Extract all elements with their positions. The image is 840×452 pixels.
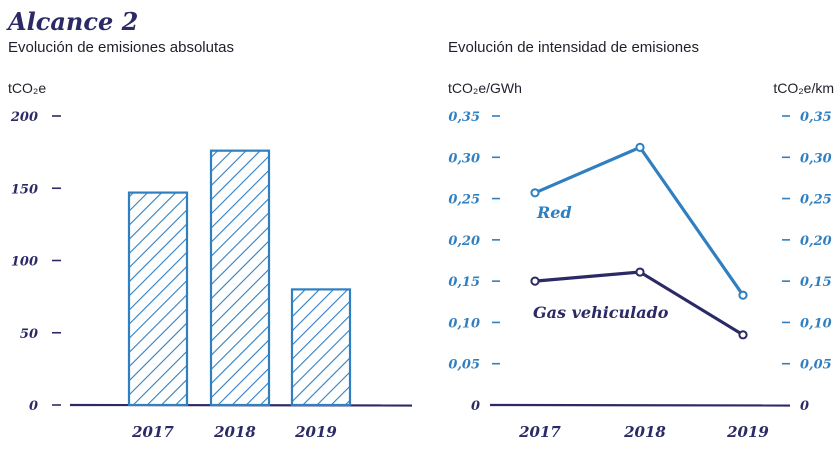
right-x-tick-label: 2017: [518, 423, 561, 441]
right-x-tick-label: 2018: [623, 423, 666, 441]
left-x-tick-label: 2017: [131, 423, 174, 441]
right-right-y-tick-label: 0,35: [800, 110, 832, 125]
left-y-tick-label: 200: [10, 110, 38, 125]
right-left-y-tick-label: 0,35: [448, 110, 480, 125]
right-right-y-tick-label: 0,10: [800, 316, 832, 331]
left-x-tick-label: 2018: [213, 423, 256, 441]
left-y-tick-label: 50: [20, 327, 38, 342]
right-right-y-tick-label: 0,30: [800, 151, 832, 166]
right-left-y-tick-label: 0,05: [448, 358, 480, 373]
right-left-y-tick-label: 0,30: [448, 151, 480, 166]
absolute-emissions-chart: 0 50 100 150 200 2017 2018 2019: [10, 110, 413, 441]
left-y-axis-label: tCO₂e: [8, 80, 46, 96]
right-left-y-tick-label: 0: [471, 399, 480, 414]
right-right-y-tick-label: 0: [800, 399, 809, 414]
data-point-2017: [530, 188, 540, 198]
bar-2018: [209, 149, 271, 407]
bar-2019: [290, 288, 352, 407]
right-right-y-tick-label: 0,25: [800, 193, 832, 208]
right-right-y-tick-label: 0,20: [800, 234, 832, 249]
right-left-y-tick-label: 0,15: [448, 275, 480, 290]
right-right-y-axis-label: tCO₂e/km: [773, 80, 834, 96]
left-chart-title: Evolución de emisiones absolutas: [8, 39, 234, 56]
right-chart-title: Evolución de intensidad de emisiones: [448, 39, 699, 56]
right-x-axis-line: [489, 403, 791, 407]
right-right-y-tick-label: 0,05: [800, 358, 832, 373]
right-left-y-tick-label: 0,20: [448, 234, 480, 249]
left-x-tick-label: 2019: [294, 423, 337, 441]
data-point-2018: [635, 142, 645, 152]
left-y-tick-label: 0: [29, 399, 38, 414]
right-left-y-tick-label: 0,25: [448, 193, 480, 208]
data-point-2019: [738, 290, 748, 300]
section-title: Alcance 2: [6, 7, 138, 36]
data-point-2018: [635, 267, 645, 277]
data-point-2017: [530, 276, 540, 286]
left-y-tick-label: 150: [11, 182, 38, 197]
series-label: Red: [536, 203, 572, 222]
intensity-emissions-chart: 0 0 0,05 0,05 0,10 0,10 0,15 0,15 0,20 0,20 0,25 0,…: [448, 110, 831, 441]
right-x-tick-label: 2019: [726, 423, 769, 441]
data-point-2019: [738, 330, 748, 340]
series-label: Gas vehiculado: [533, 303, 669, 322]
right-right-y-tick-label: 0,15: [800, 275, 832, 290]
right-left-y-tick-label: 0,10: [448, 316, 480, 331]
bar-2017: [127, 191, 189, 407]
left-y-tick-label: 100: [11, 255, 38, 270]
right-left-y-axis-label: tCO₂e/GWh: [448, 80, 522, 96]
